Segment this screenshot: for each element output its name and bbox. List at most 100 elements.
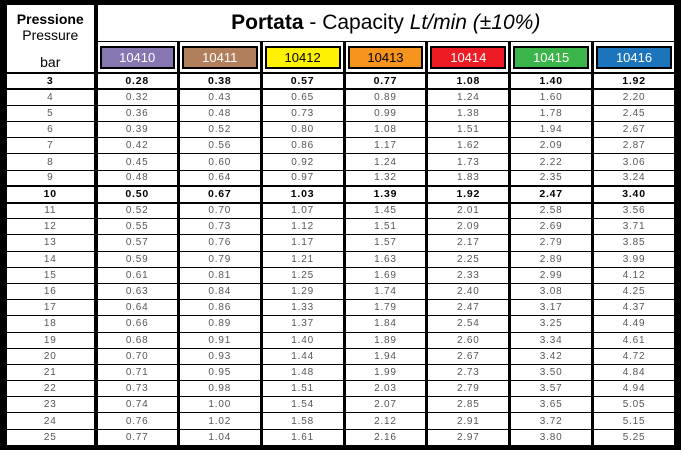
capacity-value: 3.50 bbox=[508, 363, 595, 382]
pressure-value: 4 bbox=[4, 88, 98, 106]
pressure-value: 12 bbox=[4, 218, 98, 236]
capacity-value: 1.32 bbox=[342, 169, 429, 187]
capacity-value: 3.71 bbox=[591, 218, 677, 236]
capacity-value: 3.17 bbox=[508, 299, 595, 317]
title-portata: Portata bbox=[231, 11, 304, 34]
capacity-value: 2.03 bbox=[342, 380, 429, 398]
capacity-value: 3.42 bbox=[508, 347, 595, 365]
table-row-3bar: 3 0.28 0.38 0.57 0.77 1.08 1.40 1.92 bbox=[4, 71, 677, 91]
capacity-value: 2.01 bbox=[425, 201, 512, 220]
pressure-value: 9 bbox=[4, 169, 98, 187]
model-header-10410: 10410 bbox=[94, 41, 180, 74]
capacity-value: 0.45 bbox=[94, 153, 180, 171]
capacity-value: 3.99 bbox=[591, 250, 677, 268]
capacity-value: 4.49 bbox=[591, 315, 677, 333]
table-row-17bar: 17 0.64 0.86 1.33 1.79 2.47 3.17 4.37 bbox=[4, 299, 677, 317]
capacity-value: 2.99 bbox=[508, 266, 595, 284]
capacity-value: 0.76 bbox=[94, 412, 180, 430]
pressure-header-cell: Pressione Pressure bar bbox=[4, 4, 98, 74]
capacity-value: 0.95 bbox=[176, 363, 263, 382]
capacity-value: 0.52 bbox=[94, 201, 180, 220]
pressure-value: 7 bbox=[4, 137, 98, 155]
capacity-value: 1.07 bbox=[259, 201, 346, 220]
capacity-value: 4.72 bbox=[591, 347, 677, 365]
capacity-value: 1.40 bbox=[259, 331, 346, 349]
table-title: Portata - Capacity Lt/min (±10%) bbox=[94, 4, 677, 42]
capacity-value: 1.69 bbox=[342, 266, 429, 284]
capacity-value: 1.78 bbox=[508, 104, 595, 123]
capacity-value: 1.94 bbox=[508, 121, 595, 139]
capacity-value: 1.74 bbox=[342, 282, 429, 301]
capacity-value: 2.89 bbox=[508, 250, 595, 268]
capacity-value: 1.48 bbox=[259, 363, 346, 382]
model-header-10416: 10416 bbox=[591, 41, 677, 74]
pressure-value: 18 bbox=[4, 315, 98, 333]
capacity-value: 0.93 bbox=[176, 347, 263, 365]
table-row-11bar: 11 0.52 0.70 1.07 1.45 2.01 2.58 3.56 bbox=[4, 201, 677, 220]
capacity-value: 0.80 bbox=[259, 121, 346, 139]
capacity-value: 1.17 bbox=[259, 234, 346, 252]
capacity-value: 0.74 bbox=[94, 396, 180, 414]
capacity-value: 2.40 bbox=[425, 282, 512, 301]
capacity-value: 1.92 bbox=[425, 185, 512, 204]
table-body: 3 0.28 0.38 0.57 0.77 1.08 1.40 1.92 4 0.32 0.43 0.… bbox=[4, 71, 677, 447]
model-header-10413: 10413 bbox=[342, 41, 429, 74]
capacity-value: 0.76 bbox=[176, 234, 263, 252]
capacity-value: 2.67 bbox=[425, 347, 512, 365]
model-chip: 10411 bbox=[181, 45, 258, 69]
capacity-value: 1.03 bbox=[259, 185, 346, 204]
capacity-value: 0.91 bbox=[176, 331, 263, 349]
capacity-value: 5.25 bbox=[591, 428, 677, 447]
capacity-value: 1.79 bbox=[342, 299, 429, 317]
pressure-value: 10 bbox=[4, 185, 98, 204]
capacity-value: 2.12 bbox=[342, 412, 429, 430]
model-chip: 10410 bbox=[99, 45, 175, 69]
capacity-value: 0.63 bbox=[94, 282, 180, 301]
capacity-value: 0.65 bbox=[259, 88, 346, 106]
capacity-value: 2.69 bbox=[508, 218, 595, 236]
table-row-7bar: 7 0.42 0.56 0.86 1.17 1.62 2.09 2.87 bbox=[4, 137, 677, 155]
capacity-table: Pressione Pressure bar Portata - Capacit… bbox=[4, 4, 677, 447]
model-number-row: 10410 10411 10412 10413 10414 10415 10416 bbox=[6, 41, 677, 74]
capacity-value: 1.54 bbox=[259, 396, 346, 414]
capacity-value: 2.35 bbox=[508, 169, 595, 187]
capacity-value: 1.29 bbox=[259, 282, 346, 301]
capacity-value: 3.56 bbox=[591, 201, 677, 220]
model-chip: 10413 bbox=[347, 45, 424, 69]
pressure-value: 17 bbox=[4, 299, 98, 317]
capacity-value: 2.87 bbox=[591, 137, 677, 155]
table-row-24bar: 24 0.76 1.02 1.58 2.12 2.91 3.72 5.15 bbox=[4, 412, 677, 430]
capacity-value: 2.09 bbox=[508, 137, 595, 155]
model-chip: 10414 bbox=[430, 45, 507, 69]
capacity-value: 1.08 bbox=[342, 121, 429, 139]
pressure-value: 5 bbox=[4, 104, 98, 123]
table-row-25bar: 25 0.77 1.04 1.61 2.16 2.97 3.80 5.25 bbox=[4, 428, 677, 447]
capacity-value: 1.00 bbox=[176, 396, 263, 414]
capacity-value: 3.80 bbox=[508, 428, 595, 447]
capacity-value: 2.47 bbox=[425, 299, 512, 317]
pressure-unit-label: bar bbox=[40, 54, 61, 70]
pressure-value: 22 bbox=[4, 380, 98, 398]
capacity-value: 1.60 bbox=[508, 88, 595, 106]
table-row-9bar: 9 0.48 0.64 0.97 1.32 1.83 2.35 3.24 bbox=[4, 169, 677, 187]
capacity-value: 3.06 bbox=[591, 153, 677, 171]
capacity-value: 3.72 bbox=[508, 412, 595, 430]
capacity-value: 1.83 bbox=[425, 169, 512, 187]
capacity-value: 1.62 bbox=[425, 137, 512, 155]
capacity-value: 0.77 bbox=[342, 71, 429, 91]
capacity-value: 1.17 bbox=[342, 137, 429, 155]
capacity-value: 1.84 bbox=[342, 315, 429, 333]
capacity-value: 3.40 bbox=[591, 185, 677, 204]
pressure-value: 19 bbox=[4, 331, 98, 349]
table-row-4bar: 4 0.32 0.43 0.65 0.89 1.24 1.60 2.20 bbox=[4, 88, 677, 106]
capacity-value: 3.08 bbox=[508, 282, 595, 301]
table-row-16bar: 16 0.63 0.84 1.29 1.74 2.40 3.08 4.25 bbox=[4, 282, 677, 301]
pressure-value: 20 bbox=[4, 347, 98, 365]
capacity-value: 0.77 bbox=[94, 428, 180, 447]
table-row-12bar: 12 0.55 0.73 1.12 1.51 2.09 2.69 3.71 bbox=[4, 218, 677, 236]
capacity-value: 2.79 bbox=[508, 234, 595, 252]
capacity-value: 4.84 bbox=[591, 363, 677, 382]
capacity-value: 0.73 bbox=[259, 104, 346, 123]
capacity-value: 1.40 bbox=[508, 71, 595, 91]
pressure-value: 15 bbox=[4, 266, 98, 284]
